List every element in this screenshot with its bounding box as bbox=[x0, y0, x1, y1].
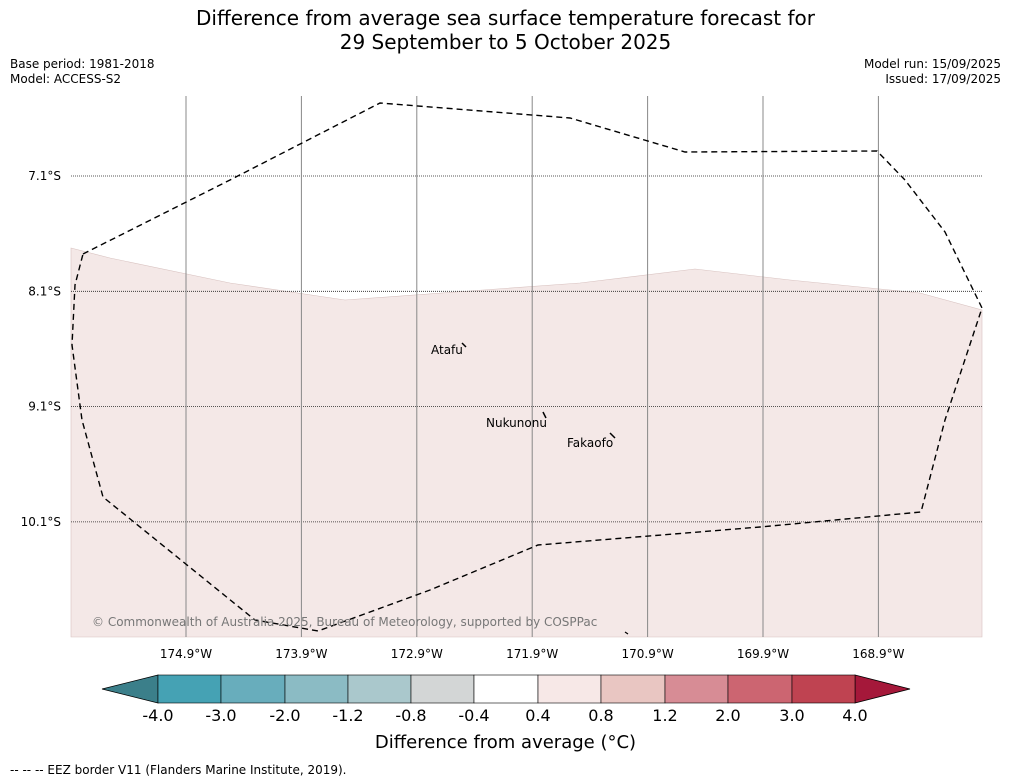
map-title: Difference from average sea surface temp… bbox=[0, 6, 1011, 54]
colorbar-tick-label: 1.2 bbox=[652, 706, 677, 725]
anomaly-fill-region bbox=[70, 247, 983, 638]
colorbar-segment bbox=[473, 674, 539, 704]
colorbar-segment bbox=[537, 674, 602, 704]
colorbar-segment bbox=[727, 674, 793, 704]
lon-tick-label: 173.9°W bbox=[275, 647, 327, 661]
meta-left: Base period: 1981-2018 Model: ACCESS-S2 bbox=[10, 57, 155, 87]
island-marker bbox=[624, 631, 629, 635]
colorbar-segment bbox=[791, 674, 856, 704]
island-marker bbox=[609, 432, 616, 439]
model-name: Model: ACCESS-S2 bbox=[10, 72, 122, 86]
colorbar-extend-low bbox=[101, 674, 159, 704]
colorbar-segment bbox=[347, 674, 412, 704]
colorbar-segment bbox=[410, 674, 475, 704]
colorbar-extend-high bbox=[854, 674, 911, 704]
island-marker bbox=[461, 342, 467, 348]
place-label-fakaofo: Fakaofo bbox=[567, 436, 613, 450]
eez-border bbox=[71, 102, 983, 632]
lat-tick-label: 10.1°S bbox=[21, 515, 61, 529]
colorbar-tick-label: -0.4 bbox=[458, 706, 489, 725]
eez-footnote: -- -- -- EEZ border V11 (Flanders Marine… bbox=[10, 763, 347, 777]
colorbar-segment bbox=[220, 674, 286, 704]
title-line-1: Difference from average sea surface temp… bbox=[195, 6, 815, 30]
colorbar-tick-label: -4.0 bbox=[142, 706, 173, 725]
colorbar-tick-label: 0.4 bbox=[525, 706, 550, 725]
colorbar-tick-label: -2.0 bbox=[269, 706, 300, 725]
issued-date: Issued: 17/09/2025 bbox=[885, 72, 1001, 86]
title-line-2: 29 September to 5 October 2025 bbox=[339, 30, 672, 54]
copyright-notice: © Commonwealth of Australia 2025, Bureau… bbox=[92, 615, 597, 629]
colorbar-tick-label: 4.0 bbox=[842, 706, 867, 725]
meta-right: Model run: 15/09/2025 Issued: 17/09/2025 bbox=[864, 57, 1001, 87]
colorbar-tick-label: 0.8 bbox=[588, 706, 613, 725]
colorbar-segment bbox=[284, 674, 349, 704]
colorbar-tick-label: 3.0 bbox=[779, 706, 804, 725]
place-label-nukunonu: Nukunonu bbox=[486, 416, 547, 430]
island-marker bbox=[542, 411, 547, 419]
colorbar-segment bbox=[600, 674, 666, 704]
lat-tick-label: 7.1°S bbox=[28, 169, 61, 183]
colorbar-segment bbox=[157, 674, 222, 704]
colorbar-label: Difference from average (°C) bbox=[374, 732, 637, 753]
lon-tick-label: 171.9°W bbox=[506, 647, 558, 661]
lat-tick-label: 8.1°S bbox=[28, 284, 61, 298]
colorbar-tick-label: -0.8 bbox=[395, 706, 426, 725]
model-run: Model run: 15/09/2025 bbox=[863, 57, 1001, 71]
colorbar-segment bbox=[664, 674, 729, 704]
place-label-atafu: Atafu bbox=[431, 343, 463, 357]
colorbar-tick-label: 2.0 bbox=[715, 706, 740, 725]
lon-tick-label: 172.9°W bbox=[391, 647, 443, 661]
lon-tick-label: 170.9°W bbox=[621, 647, 673, 661]
base-period: Base period: 1981-2018 bbox=[10, 57, 155, 71]
lon-tick-label: 168.9°W bbox=[852, 647, 904, 661]
colorbar-tick-label: -3.0 bbox=[205, 706, 236, 725]
lon-tick-label: 169.9°W bbox=[737, 647, 789, 661]
colorbar-tick-label: -1.2 bbox=[332, 706, 363, 725]
lon-tick-label: 174.9°W bbox=[160, 647, 212, 661]
lat-tick-label: 9.1°S bbox=[28, 400, 61, 414]
